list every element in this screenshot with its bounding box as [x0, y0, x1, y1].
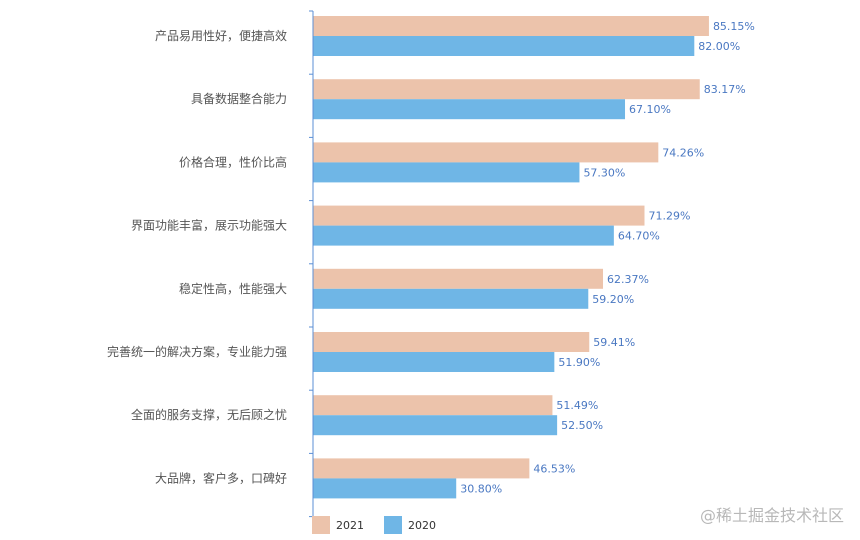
- y-axis-ticks: [309, 10, 313, 518]
- category-label: 完善统一的解决方案，专业能力强: [107, 344, 287, 359]
- legend-label-2020: 2020: [408, 519, 436, 532]
- data-label-2021: 59.41%: [593, 336, 635, 349]
- category-label: 价格合理，性价比高: [179, 154, 287, 169]
- category-label: 界面功能丰富，展示功能强大: [131, 218, 287, 233]
- data-label-2021: 51.49%: [556, 399, 598, 412]
- bar-2020: [313, 225, 614, 246]
- data-label-2020: 51.90%: [558, 356, 600, 369]
- data-label-2020: 30.80%: [460, 482, 502, 495]
- bars-layer: [313, 16, 709, 499]
- bar-2021: [313, 268, 604, 289]
- category-label: 全面的服务支撑，无后顾之忧: [131, 407, 287, 422]
- data-label-2020: 59.20%: [592, 293, 634, 306]
- data-label-2021: 74.26%: [662, 146, 704, 159]
- data-label-2021: 62.37%: [607, 273, 649, 286]
- legend-swatch-2021: [312, 516, 330, 534]
- data-label-2020: 64.70%: [618, 230, 660, 243]
- bar-2020: [313, 288, 589, 309]
- bar-2020: [313, 352, 555, 372]
- data-label-2020: 52.50%: [561, 419, 603, 432]
- bar-2020: [313, 415, 558, 436]
- data-label-2020: 57.30%: [583, 166, 625, 179]
- category-labels: 产品易用性好，便捷高效 85.15% 82.00% 具备数据整合能力 83.17% 67.…: [107, 20, 755, 495]
- data-label-2020: 82.00%: [698, 40, 740, 53]
- bar-2021: [313, 458, 530, 479]
- bar-2021: [313, 142, 659, 163]
- data-label-2021: 83.17%: [704, 83, 746, 96]
- category-label: 稳定性高，性能强大: [179, 281, 287, 296]
- bar-2021: [313, 205, 645, 226]
- bar-2021: [313, 79, 700, 100]
- category-label: 大品牌，客户多，口碑好: [155, 470, 287, 485]
- data-label-2021: 46.53%: [533, 462, 575, 475]
- category-label: 产品易用性好，便捷高效: [155, 28, 287, 43]
- bar-2020: [313, 162, 580, 183]
- data-label-2021: 85.15%: [713, 20, 755, 33]
- legend: 2021 2020: [312, 516, 436, 534]
- bar-2020: [313, 478, 457, 499]
- category-label: 具备数据整合能力: [191, 91, 287, 106]
- legend-swatch-2020: [384, 516, 402, 534]
- bar-2021: [313, 16, 709, 36]
- bar-2020: [313, 99, 626, 120]
- legend-label-2021: 2021: [336, 519, 364, 532]
- bar-2020: [313, 36, 695, 56]
- watermark: @稀土掘金技术社区: [699, 506, 844, 525]
- data-label-2020: 67.10%: [629, 103, 671, 116]
- data-label-2021: 71.29%: [648, 210, 690, 223]
- bar-2021: [313, 332, 590, 352]
- bar-2021: [313, 395, 553, 416]
